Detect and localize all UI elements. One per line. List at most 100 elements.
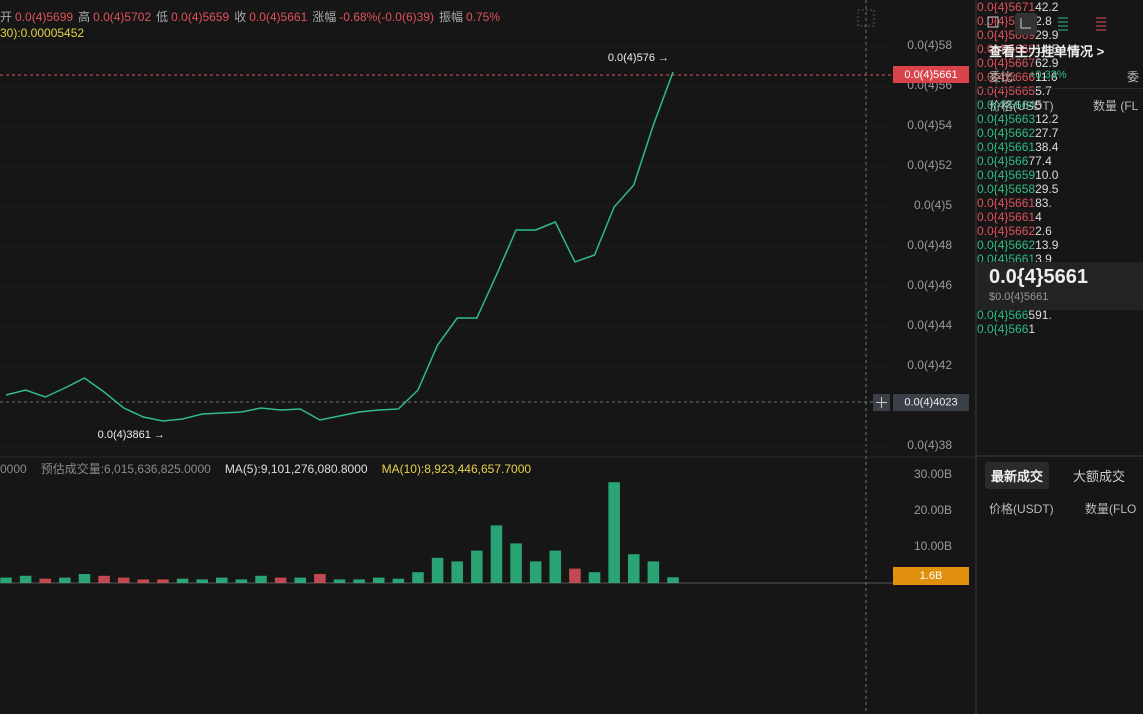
trade-qty: 591.	[1028, 308, 1052, 322]
book-price: 0.0{4}5661	[977, 140, 1036, 154]
trade-price: 0.0{4}5661	[977, 210, 1036, 224]
trade-qty: 4	[1035, 210, 1042, 224]
ohlc-label: 振幅	[438, 10, 463, 24]
book-price: 0.0{4}5665	[977, 84, 1036, 98]
book-row: 0.0{4}566312.2	[977, 112, 1143, 126]
volume-bar	[294, 577, 307, 583]
book-price: 0.0{4}5671	[977, 0, 1036, 14]
y-tick-label: 0.0(4)54	[907, 118, 952, 132]
volume-bar	[196, 579, 208, 583]
volume-badge-label: 1.6B	[920, 570, 943, 582]
volume-bar	[274, 577, 287, 583]
chart: 0.0(4)580.0(4)560.0(4)540.0(4)520.0(4)50…	[0, 0, 975, 714]
volume-bar	[510, 543, 522, 583]
volume-bar	[588, 572, 601, 583]
ma-value: 30):0.00005452	[0, 26, 85, 40]
book-qty: 42.2	[1035, 0, 1059, 14]
trade-price: 0.0{4}5662	[977, 238, 1036, 252]
current-price-usd: $0.0{4}5661	[989, 291, 1049, 303]
book-row: 0.0{4}566227.7	[977, 126, 1143, 140]
tool-icon-selected[interactable]	[1015, 13, 1037, 35]
y-tick-label: 0.0(4)38	[907, 438, 952, 452]
book-qty: 5	[1035, 98, 1042, 112]
volume-header-item: MA(10):8,923,446,657.7000	[381, 462, 532, 476]
tool-icon	[1020, 18, 1031, 29]
y-tick-label: 0.0(4)5	[914, 198, 952, 212]
volume-bar	[529, 561, 542, 583]
tool-icon[interactable]	[987, 16, 999, 28]
ohlc-value: 0.0(4)5659	[171, 10, 230, 24]
volume-bar	[78, 574, 91, 583]
volume-bar	[372, 577, 385, 583]
volume-bar	[216, 577, 228, 583]
volume-bar	[176, 578, 189, 583]
ohlc-label: 低	[156, 10, 169, 24]
ohlc-label: 高	[78, 10, 91, 24]
book-qty: 11.6	[1035, 70, 1058, 84]
crosshair-tag	[893, 394, 969, 411]
volume-bar	[0, 577, 12, 583]
price-line	[5, 71, 674, 422]
tool-icon[interactable]	[1058, 17, 1068, 31]
book-price: 0.0{4}5658	[977, 182, 1036, 196]
tab[interactable]: 大额成交	[1073, 469, 1126, 484]
ratio-label: 委比:	[989, 70, 1017, 84]
book-price: 0.0{4}5662	[977, 126, 1036, 140]
book-price: 0.0{4}5664	[977, 98, 1036, 112]
book-row: 0.0{4}56655.7	[977, 84, 1143, 98]
book-row: 0.0{4}565829.5	[977, 182, 1143, 196]
column-header: 价格(USDT)	[989, 99, 1054, 113]
low-annotation: 0.0(4)3861 →	[98, 429, 165, 441]
book-qty: 29.5	[1035, 182, 1059, 196]
book-qty: 27.7	[1035, 126, 1059, 140]
volume-bar	[137, 579, 150, 583]
volume-bar	[667, 577, 679, 583]
y-tick-label: 0.0(4)52	[907, 158, 952, 172]
book-row: 0.0{4}567142.2	[977, 0, 1143, 14]
volume-bar	[353, 579, 365, 583]
volume-bar	[39, 578, 52, 583]
current-price: 0.0{4}5661	[989, 266, 1088, 288]
ohlc-label: 开	[0, 10, 13, 24]
volume-header-item: 0000	[0, 462, 27, 476]
volume-bar	[59, 577, 71, 583]
trade-row: 0.0{4}56622.6	[977, 224, 1143, 238]
trade-row: 0.0{4}566213.9	[977, 238, 1143, 252]
divider	[977, 455, 1143, 457]
tool-icon[interactable]	[1096, 17, 1106, 31]
trade-price: 0.0{4}566	[977, 308, 1029, 322]
volume-bar	[235, 579, 248, 583]
book-row: 0.0{4}56677.4	[977, 154, 1143, 168]
book-qty: 62.9	[1035, 56, 1059, 70]
book-price: 0.0{4}5668	[977, 42, 1036, 56]
book-price: 0.0{4}5663	[977, 112, 1036, 126]
book-price: 0.0{4}5666	[977, 70, 1036, 84]
trade-row: 0.0{4}566591.	[977, 308, 1143, 322]
book-price: 0.0{4}5667	[977, 56, 1036, 70]
book-price: 0.0{4}5659	[977, 168, 1036, 182]
order-book-title[interactable]: 查看主力挂单情况 >	[989, 44, 1105, 59]
ohlc-value: 0.75%	[466, 10, 501, 24]
ohlc-label: 涨幅	[312, 10, 337, 24]
trade-row: 0.0{4}5661	[977, 322, 1143, 336]
volume-bar	[608, 482, 620, 583]
y-tick-label: 0.0(4)42	[907, 358, 952, 372]
volume-header-item: MA(5):9,101,276,080.8000	[224, 462, 368, 476]
y-tick-label: 0.0(4)58	[907, 38, 952, 52]
toolbar	[987, 13, 1106, 35]
price-band	[977, 262, 1143, 310]
y-tick-label: 30.00B	[914, 467, 952, 481]
high-annotation: 0.0(4)576 →	[608, 52, 669, 64]
volume-header-item: 预估成交量:6,015,636,825.0000	[40, 462, 211, 476]
y-tick-label: 0.0(4)44	[907, 318, 952, 332]
volume-bar	[98, 575, 110, 583]
volume-header: 0000 预估成交量:6,015,636,825.0000 MA(5):9,101,…	[0, 460, 545, 477]
volume-bar	[117, 577, 130, 583]
ohlc-label: 收	[234, 10, 247, 24]
divider	[977, 88, 1143, 89]
tab-active[interactable]: 最新成交	[985, 462, 1050, 489]
book-row: 0.0{4}565910.0	[977, 168, 1143, 182]
trade-qty: 1	[1028, 322, 1036, 336]
y-tick-label: 0.0(4)48	[907, 238, 952, 252]
book-qty: 12.2	[1035, 112, 1059, 126]
